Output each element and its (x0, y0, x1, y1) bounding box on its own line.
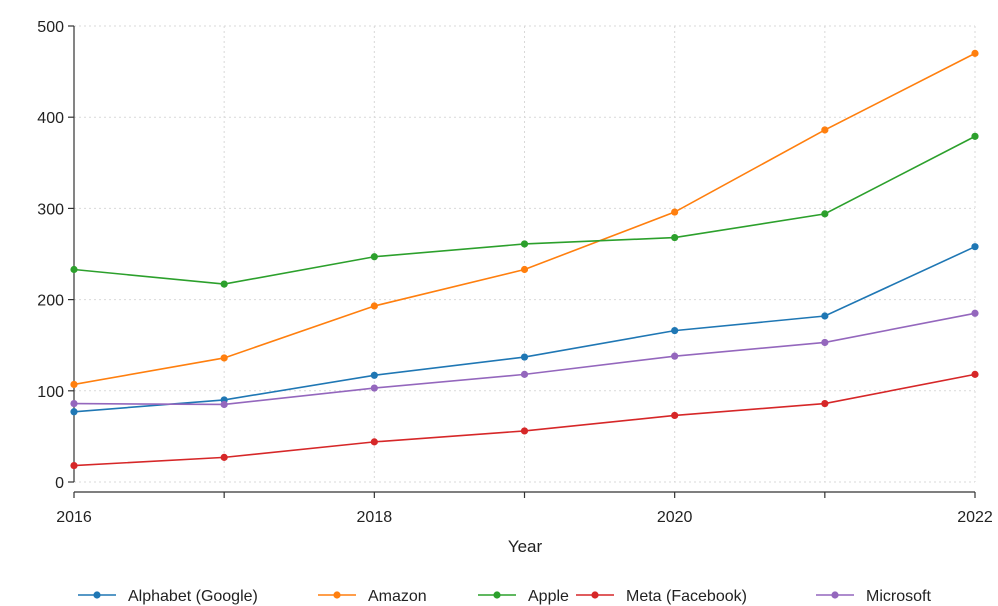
data-point (971, 370, 979, 378)
data-point (70, 408, 78, 416)
data-point (70, 265, 78, 274)
data-point (520, 353, 529, 361)
data-point (70, 399, 78, 408)
legend-label: Apple (528, 588, 569, 605)
y-tick-label: 200 (37, 293, 64, 310)
x-tick-label: 2018 (357, 509, 393, 526)
series-group (70, 132, 979, 288)
data-point (520, 427, 529, 435)
series-group (70, 370, 979, 470)
data-point (70, 380, 78, 389)
legend-label: Microsoft (866, 588, 931, 605)
x-tick-label: 2020 (657, 509, 693, 526)
data-point (971, 243, 979, 251)
data-point (671, 411, 679, 420)
series (70, 49, 979, 470)
data-point (821, 312, 829, 320)
y-tick-label: 100 (37, 384, 64, 401)
legend-item: Alphabet (Google) (78, 588, 258, 605)
legend-marker (493, 591, 501, 599)
data-point (971, 309, 979, 317)
data-point (821, 210, 829, 218)
data-point (220, 354, 228, 362)
x-tick-label: 2016 (56, 509, 92, 526)
axes: 0 100 200 300 400 500 2016 2018 2020 2022 (37, 19, 993, 526)
data-point (520, 240, 529, 248)
series-group (70, 309, 979, 409)
legend-item: Microsoft (816, 588, 931, 605)
series-line (73, 52, 976, 386)
data-point (220, 400, 228, 409)
series-group (70, 49, 979, 389)
data-point (370, 371, 378, 379)
data-point (671, 352, 679, 360)
legend: Alphabet (Google) Amazon Apple Meta (Facebo… (78, 588, 931, 605)
data-point (370, 438, 378, 446)
legend-label: Meta (Facebook) (626, 588, 747, 605)
x-tick-label: 2022 (957, 509, 993, 526)
legend-marker (831, 591, 839, 599)
y-tick-label: 0 (55, 475, 64, 492)
data-point (821, 399, 829, 408)
data-point (220, 280, 228, 288)
data-point (821, 338, 829, 347)
data-point (220, 453, 228, 461)
legend-item: Apple (478, 588, 569, 605)
data-point (520, 265, 529, 274)
data-point (370, 302, 378, 310)
legend-marker (93, 591, 101, 599)
legend-item: Meta (Facebook) (576, 588, 747, 605)
y-tick-label: 400 (37, 110, 64, 127)
y-tick-label: 300 (37, 201, 64, 218)
data-point (671, 208, 679, 216)
data-point (370, 384, 378, 392)
legend-item: Amazon (318, 588, 427, 605)
legend-marker (333, 591, 341, 599)
legend-label: Alphabet (Google) (128, 588, 258, 605)
data-point (671, 233, 679, 242)
data-point (971, 49, 979, 57)
x-axis-title: Year (508, 537, 543, 556)
data-point (520, 370, 529, 378)
data-point (370, 253, 378, 261)
data-point (70, 461, 78, 470)
data-point (821, 126, 829, 134)
legend-marker (591, 591, 599, 599)
data-point (971, 132, 979, 140)
y-tick-label: 500 (37, 19, 64, 36)
data-point (671, 327, 679, 335)
legend-label: Amazon (368, 588, 427, 605)
grid (73, 25, 976, 483)
